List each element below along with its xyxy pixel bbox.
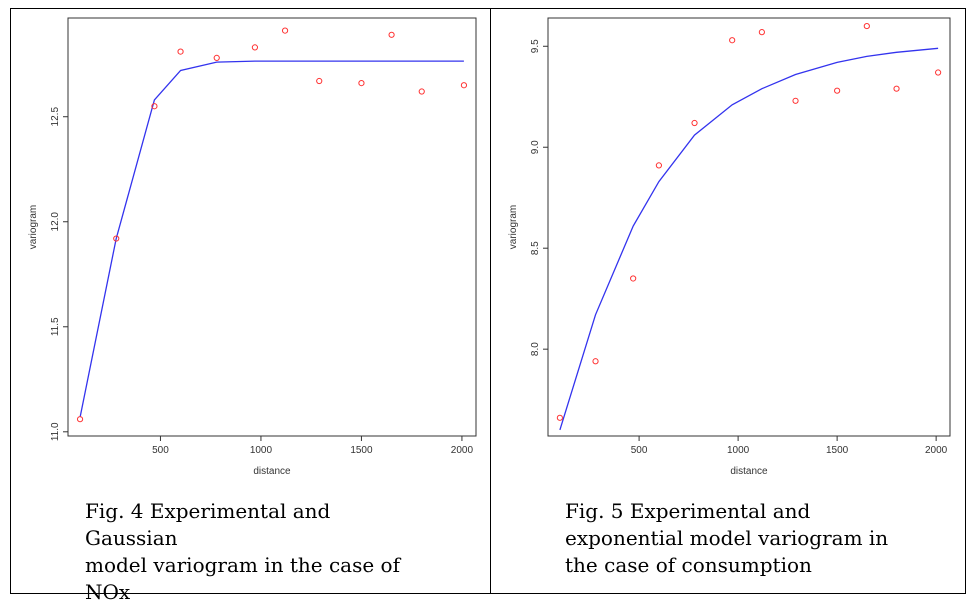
experimental-variogram-point bbox=[863, 22, 870, 30]
caption-line: Fig. 5 Experimental and bbox=[565, 499, 811, 523]
experimental-variogram-point bbox=[113, 235, 120, 242]
plot-area-box bbox=[67, 17, 477, 437]
experimental-variogram-point bbox=[460, 82, 468, 89]
experimental-variogram-point bbox=[893, 85, 900, 92]
x-tick-label: 500 bbox=[631, 445, 648, 456]
caption-line: NOx bbox=[85, 580, 131, 604]
experimental-variogram-point bbox=[792, 97, 799, 104]
y-tick-label: 11.5 bbox=[50, 317, 61, 336]
x-axis-label: distance bbox=[730, 466, 768, 477]
figure-divider bbox=[490, 8, 491, 594]
y-tick-label: 9.5 bbox=[530, 39, 541, 53]
experimental-variogram-point bbox=[358, 80, 365, 87]
experimental-variogram-point bbox=[630, 275, 637, 282]
experimental-variogram-point bbox=[388, 31, 395, 38]
experimental-variogram-point bbox=[251, 44, 259, 51]
y-tick-label: 12.0 bbox=[50, 212, 61, 232]
experimental-variogram-point bbox=[834, 87, 841, 94]
caption-line: Fig. 4 Experimental and Gaussian bbox=[85, 499, 331, 550]
experimental-variogram-point bbox=[935, 69, 942, 76]
experimental-variogram-point bbox=[316, 77, 323, 85]
nox-variogram-chart: 500 1000 1500 2000 11.0 11.5 12.0 12.5 distance v… bbox=[28, 17, 477, 477]
x-tick-label: 1000 bbox=[727, 445, 750, 456]
experimental-variogram-point bbox=[151, 103, 158, 110]
figure-frame bbox=[10, 8, 966, 594]
figure-5-caption: Fig. 5 Experimental and exponential mode… bbox=[565, 498, 895, 579]
experimental-variogram-point bbox=[691, 119, 698, 127]
x-tick-label: 1500 bbox=[350, 445, 373, 456]
y-tick-label: 12.5 bbox=[50, 107, 61, 127]
plot-area-box bbox=[547, 17, 951, 437]
y-tick-label: 8.5 bbox=[530, 241, 541, 255]
x-tick-label: 2000 bbox=[451, 445, 474, 456]
experimental-variogram-point bbox=[418, 88, 425, 95]
experimental-variogram-point bbox=[281, 27, 289, 34]
consumption-variogram-chart: 500 1000 1500 2000 8.0 8.5 9.0 9.5 distance vario… bbox=[508, 17, 951, 477]
x-tick-label: 2000 bbox=[925, 445, 948, 456]
experimental-variogram-point bbox=[177, 48, 184, 55]
x-tick-label: 1500 bbox=[826, 445, 849, 456]
experimental-variogram-point bbox=[556, 414, 563, 421]
x-axis-label: distance bbox=[253, 466, 291, 477]
caption-line: exponential model variogram in bbox=[565, 526, 889, 550]
experimental-variogram-point bbox=[655, 162, 662, 169]
experimental-variogram-point bbox=[76, 416, 84, 423]
experimental-variogram-point bbox=[758, 29, 765, 36]
experimental-variogram-point bbox=[213, 54, 220, 62]
model-variogram-line bbox=[79, 60, 464, 418]
y-axis-label: variogram bbox=[28, 205, 39, 249]
caption-line: the case of consumption bbox=[565, 553, 812, 577]
figure-4-caption: Fig. 4 Experimental and Gaussian model v… bbox=[85, 498, 415, 606]
model-variogram-line bbox=[559, 47, 939, 431]
experimental-variogram-point bbox=[729, 37, 736, 44]
x-tick-label: 500 bbox=[152, 445, 169, 456]
y-tick-label: 9.0 bbox=[530, 140, 541, 154]
caption-line: model variogram in the case of bbox=[85, 553, 400, 577]
experimental-variogram-point bbox=[592, 358, 599, 365]
y-tick-label: 8.0 bbox=[530, 342, 541, 356]
y-axis-label: variogram bbox=[508, 205, 519, 249]
y-tick-label: 11.0 bbox=[50, 422, 61, 441]
x-tick-label: 1000 bbox=[250, 445, 273, 456]
